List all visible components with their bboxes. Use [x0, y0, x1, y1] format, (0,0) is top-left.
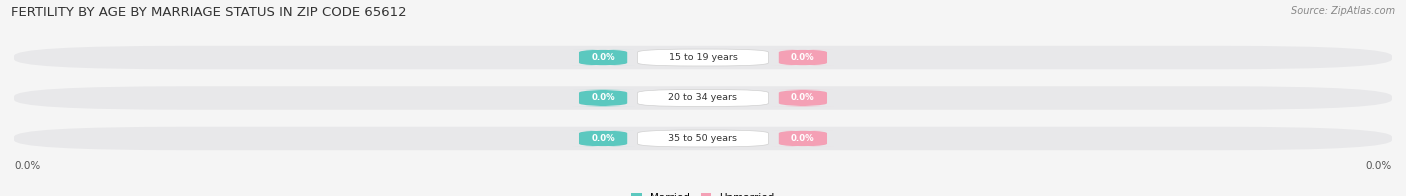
Text: 0.0%: 0.0%: [592, 93, 614, 103]
FancyBboxPatch shape: [572, 90, 634, 106]
Text: 0.0%: 0.0%: [592, 53, 614, 62]
FancyBboxPatch shape: [14, 86, 1392, 110]
Text: 0.0%: 0.0%: [592, 134, 614, 143]
FancyBboxPatch shape: [637, 130, 769, 147]
Text: FERTILITY BY AGE BY MARRIAGE STATUS IN ZIP CODE 65612: FERTILITY BY AGE BY MARRIAGE STATUS IN Z…: [11, 6, 406, 19]
Text: 0.0%: 0.0%: [792, 53, 814, 62]
Legend: Married, Unmarried: Married, Unmarried: [631, 193, 775, 196]
Text: 35 to 50 years: 35 to 50 years: [668, 134, 738, 143]
Text: 15 to 19 years: 15 to 19 years: [669, 53, 737, 62]
FancyBboxPatch shape: [772, 90, 834, 106]
FancyBboxPatch shape: [14, 127, 1392, 150]
FancyBboxPatch shape: [637, 49, 769, 66]
Text: 0.0%: 0.0%: [792, 134, 814, 143]
FancyBboxPatch shape: [572, 49, 634, 66]
Text: 0.0%: 0.0%: [792, 93, 814, 103]
Text: Source: ZipAtlas.com: Source: ZipAtlas.com: [1291, 6, 1395, 16]
Text: 20 to 34 years: 20 to 34 years: [668, 93, 738, 103]
Text: 0.0%: 0.0%: [1365, 161, 1392, 171]
FancyBboxPatch shape: [772, 130, 834, 147]
FancyBboxPatch shape: [572, 130, 634, 147]
Text: 0.0%: 0.0%: [14, 161, 41, 171]
FancyBboxPatch shape: [14, 46, 1392, 69]
FancyBboxPatch shape: [772, 49, 834, 66]
FancyBboxPatch shape: [637, 90, 769, 106]
